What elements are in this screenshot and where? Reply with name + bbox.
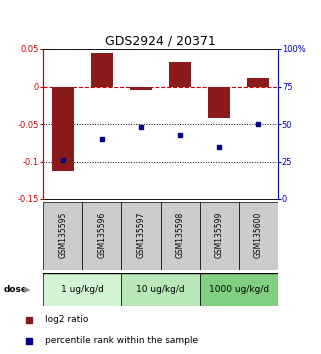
Bar <box>247 78 269 86</box>
Bar <box>43 202 82 270</box>
Bar <box>200 202 239 270</box>
Bar <box>43 273 121 306</box>
Text: ▶: ▶ <box>24 285 30 294</box>
Bar <box>121 273 200 306</box>
Bar <box>208 86 230 118</box>
Bar <box>130 86 152 90</box>
Bar <box>160 202 200 270</box>
Text: 1 ug/kg/d: 1 ug/kg/d <box>61 285 104 294</box>
Text: GSM135599: GSM135599 <box>214 211 224 258</box>
Text: GSM135595: GSM135595 <box>58 211 67 258</box>
Text: GSM135600: GSM135600 <box>254 211 263 258</box>
Bar <box>82 202 121 270</box>
Text: GSM135598: GSM135598 <box>176 211 185 258</box>
Text: GSM135597: GSM135597 <box>136 211 145 258</box>
Text: dose: dose <box>4 285 28 294</box>
Text: 1000 ug/kg/d: 1000 ug/kg/d <box>209 285 269 294</box>
Text: GSM135596: GSM135596 <box>97 211 107 258</box>
Bar <box>200 273 278 306</box>
Text: log2 ratio: log2 ratio <box>45 315 88 324</box>
Bar <box>121 202 160 270</box>
Text: 10 ug/kg/d: 10 ug/kg/d <box>136 285 185 294</box>
Bar <box>169 62 191 86</box>
Bar <box>91 53 113 86</box>
Title: GDS2924 / 20371: GDS2924 / 20371 <box>105 35 216 48</box>
Bar <box>239 202 278 270</box>
Text: percentile rank within the sample: percentile rank within the sample <box>45 336 198 345</box>
Bar <box>52 86 74 171</box>
